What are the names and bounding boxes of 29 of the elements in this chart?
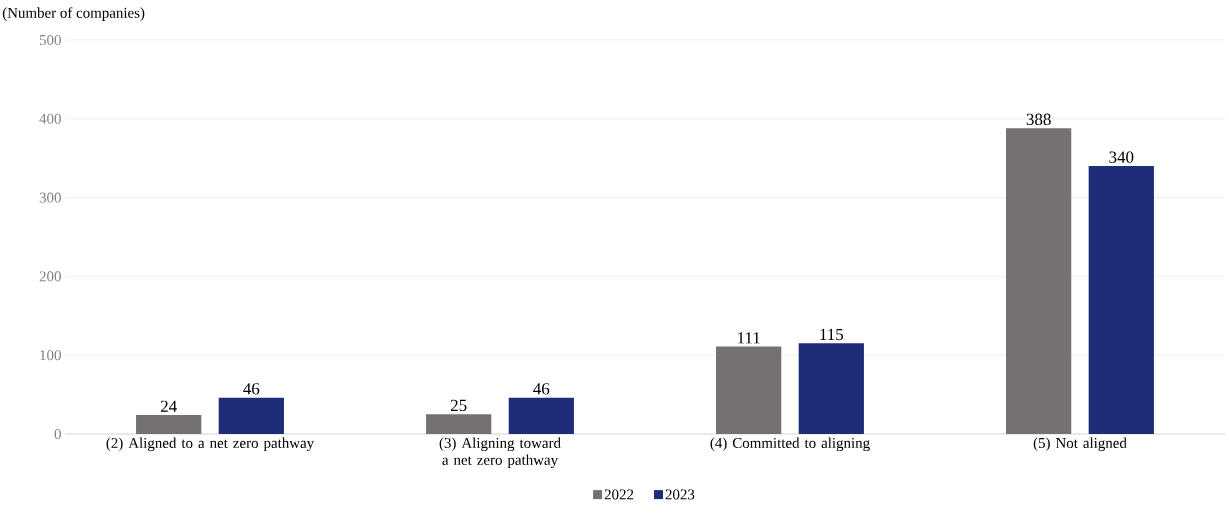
bar [1006,128,1072,434]
data-label: 388 [1026,113,1051,126]
data-label: 46 [243,383,260,395]
x-tick-label: (5) Not aligned [1033,437,1127,452]
bar [1088,166,1154,434]
x-tick-label: (4) Committed to aligning [710,437,870,452]
data-label: 25 [450,399,467,412]
legend-label: 2023 [665,489,695,500]
y-tick-label: 500 [39,34,61,46]
bar [218,397,284,434]
y-axis-title: (Number of companies) [2,7,145,21]
data-label: 111 [738,332,760,344]
y-tick-label: 100 [40,350,61,361]
bar [508,397,574,434]
y-tick-label: 200 [39,271,61,282]
data-label: 115 [820,328,844,341]
y-tick-label: 0 [54,428,61,440]
y-tick-label: 300 [39,192,61,203]
bar [136,415,202,434]
y-tick-label: 400 [39,113,61,124]
x-tick-label: (2) Aligned to a net zero pathway [106,437,315,452]
bar [798,343,864,434]
bar [426,414,492,434]
bar [716,346,782,434]
x-tick-label: (3) Aligning toward a net zero pathway [439,437,561,469]
data-label: 24 [160,400,177,412]
legend-label: 2022 [604,489,634,500]
data-label: 340 [1109,151,1134,163]
data-label: 46 [533,383,550,395]
